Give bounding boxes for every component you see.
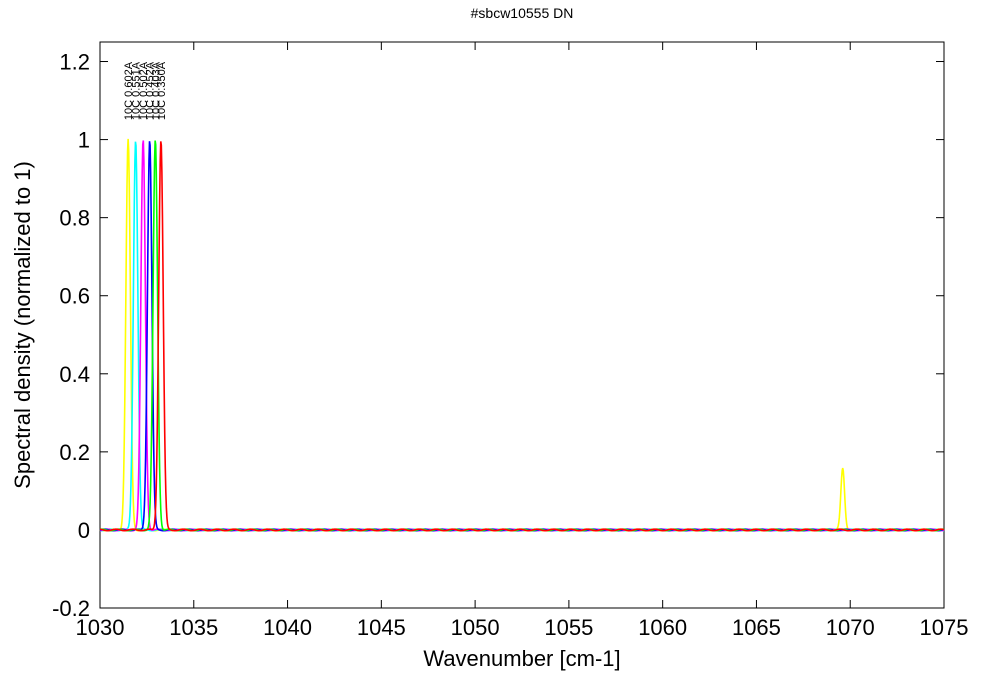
y-tick-label: 0.2 (59, 440, 90, 465)
chart-title: #sbcw10555 DN (471, 5, 574, 21)
x-axis-title: Wavenumber [cm-1] (423, 646, 620, 671)
series-line (99, 141, 945, 532)
x-tick-label: 1050 (451, 615, 500, 640)
peak-label: 10C 0.403A (150, 61, 162, 120)
y-tick-label: 0.8 (59, 206, 90, 231)
x-tick-label: 1075 (920, 615, 969, 640)
series-lines (99, 138, 945, 532)
peak-label: 10C 0.602A (123, 61, 135, 120)
x-tick-label: 1055 (544, 615, 593, 640)
peak-label: 10C 0.502A (138, 61, 150, 120)
x-tick-label: 1045 (357, 615, 406, 640)
x-tick-label: 1035 (169, 615, 218, 640)
series-line (99, 138, 945, 532)
series-line (99, 140, 945, 532)
y-tick-label: 1.2 (59, 50, 90, 75)
x-tick-label: 1030 (76, 615, 125, 640)
y-tick-label: -0.2 (52, 596, 90, 621)
y-tick-label: 0.4 (59, 362, 90, 387)
peak-label: 10C 0.350A (156, 61, 168, 120)
plot-frame (99, 41, 945, 609)
y-tick-label: 0 (78, 518, 90, 543)
peak-label: 10C 0.551A (131, 61, 143, 120)
axis-tick-labels: 1030 1035 1040 1045 1050 1055 1060 1065 1070 1075… (52, 50, 968, 640)
x-tick-label: 1060 (638, 615, 687, 640)
peak-label: 10C 0.452A (145, 61, 157, 120)
y-axis-title: Spectral density (normalized to 1) (10, 161, 35, 489)
axis-ticks (99, 42, 945, 609)
series-line (99, 141, 945, 532)
x-tick-label: 1065 (732, 615, 781, 640)
x-tick-label: 1040 (263, 615, 312, 640)
y-tick-label: 0.6 (59, 284, 90, 309)
series-line (99, 140, 945, 532)
series-line (99, 141, 945, 532)
y-tick-label: 1 (78, 128, 90, 153)
x-tick-label: 1070 (826, 615, 875, 640)
